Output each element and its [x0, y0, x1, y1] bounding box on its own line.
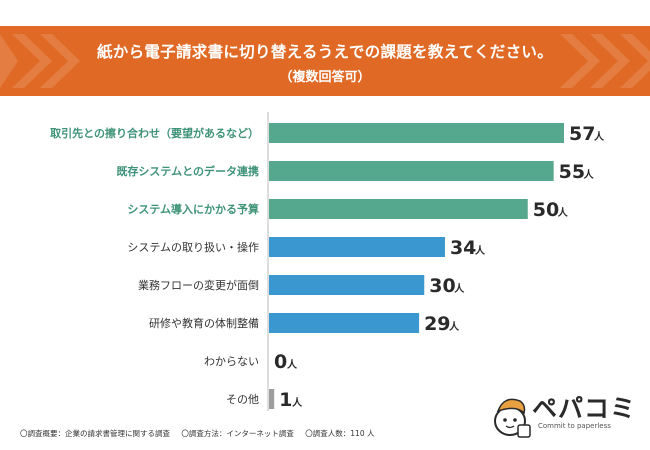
value-label: 29 — [424, 313, 450, 335]
category-label: 業務フローの変更が面倒 — [138, 278, 259, 292]
value-label: 55 — [559, 161, 585, 183]
bar — [269, 161, 554, 181]
bar — [269, 123, 564, 143]
value-label: 30 — [429, 275, 455, 297]
value-label: 50 — [533, 199, 559, 221]
category-label: その他 — [226, 393, 259, 406]
chart-panel — [0, 96, 650, 450]
value-label: 57 — [569, 123, 595, 145]
title-banner: 紙から電子請求書に切り替えるうえでの課題を教えてください。 （複数回答可） — [0, 26, 650, 96]
chart-subtitle: （複数回答可） — [279, 70, 371, 85]
bar — [269, 275, 425, 295]
bar — [269, 313, 420, 333]
unit-label: 人 — [584, 168, 595, 181]
value-label: 34 — [450, 237, 476, 259]
unit-label: 人 — [558, 206, 569, 219]
bar — [269, 199, 528, 219]
pepakomi-logo: ペパコミ Commit to paperless — [490, 389, 640, 441]
footnote-method: 〇調査方法：インターネット調査 — [181, 429, 294, 438]
bar — [269, 389, 275, 409]
value-label: 1 — [279, 389, 292, 411]
chart-title: 紙から電子請求書に切り替えるうえでの課題を教えてください。 — [96, 43, 554, 61]
footnote-count: 〇調査人数：110 人 — [305, 429, 375, 438]
unit-label: 人 — [594, 130, 605, 143]
footnote-overview: 〇調査概要：企業の請求書管理に関する調査 — [20, 429, 170, 438]
category-label: わからない — [204, 355, 259, 368]
unit-label: 人 — [449, 320, 460, 333]
logo-name: ペパコミ — [532, 394, 637, 423]
category-label: システム導入にかかる予算 — [127, 202, 259, 216]
mascot-icon — [494, 398, 531, 438]
value-label: 0 — [274, 351, 287, 373]
category-label: 取引先との擦り合わせ（要望があるなど） — [50, 126, 259, 140]
unit-label: 人 — [292, 396, 303, 409]
category-label: 研修や教育の体制整備 — [149, 316, 259, 330]
top-strip — [0, 0, 650, 27]
unit-label: 人 — [475, 244, 486, 257]
bar — [269, 237, 445, 257]
survey-footnote: 〇調査概要：企業の請求書管理に関する調査 〇調査方法：インターネット調査 〇調査… — [20, 428, 383, 439]
unit-label: 人 — [287, 358, 298, 371]
category-label: システムの取り扱い・操作 — [127, 240, 259, 254]
category-label: 既存システムとのデータ連携 — [116, 164, 259, 178]
chevron-decoration-icon — [0, 34, 650, 88]
logo-tagline: Commit to paperless — [538, 422, 611, 430]
unit-label: 人 — [454, 282, 465, 295]
